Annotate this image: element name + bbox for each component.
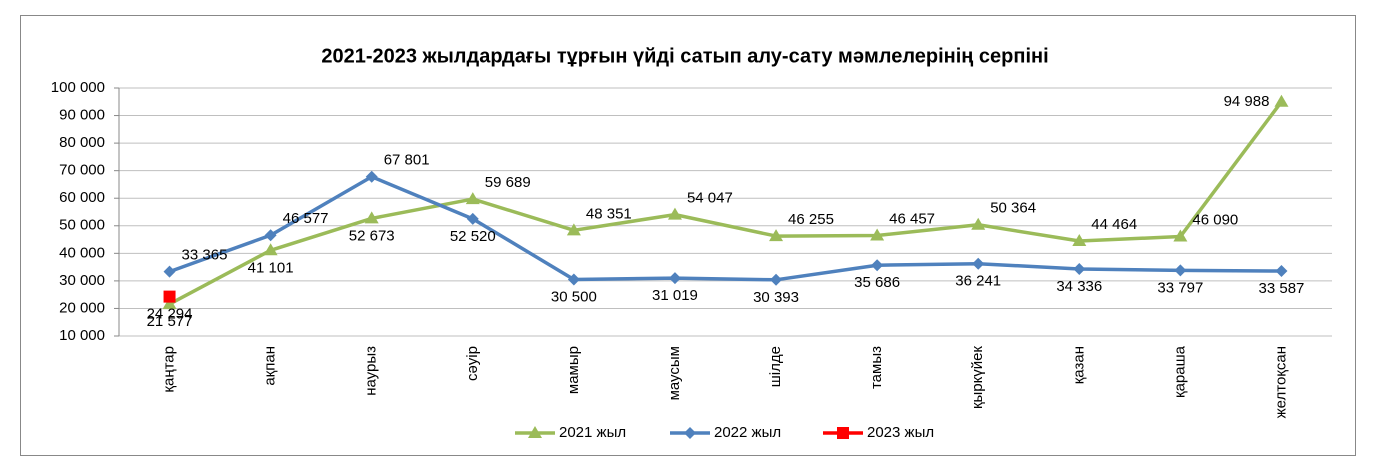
x-tick-label: маусым — [666, 346, 683, 400]
y-tick-label: 90 000 — [59, 107, 105, 124]
point-marker — [566, 223, 581, 236]
y-tick-label: 30 000 — [59, 272, 105, 289]
data-label: 48 351 — [586, 205, 632, 222]
data-label: 67 801 — [384, 152, 430, 169]
data-label: 31 019 — [652, 287, 698, 304]
data-label: 35 686 — [854, 274, 900, 291]
x-tick-label: қазан — [1070, 346, 1087, 384]
point-marker — [466, 212, 479, 225]
series-line — [168, 174, 1282, 282]
y-tick-label: 20 000 — [59, 299, 105, 316]
point-marker — [162, 297, 177, 310]
point-marker — [163, 265, 176, 278]
x-tick-label: ақпан — [262, 346, 279, 386]
y-tick-label: 10 000 — [59, 327, 105, 344]
data-label: 46 090 — [1192, 212, 1238, 229]
data-label: 24 294 — [147, 306, 193, 323]
legend-label: 2022 жыл — [714, 424, 781, 441]
series-line — [168, 100, 1283, 306]
point-marker — [770, 273, 783, 286]
data-label: 41 101 — [248, 259, 294, 276]
chart-title: 2021-2023 жылдардағы тұрғын үйді сатып а… — [321, 45, 1048, 67]
point-marker — [264, 229, 277, 242]
legend-marker — [684, 427, 696, 439]
point-marker — [1073, 262, 1086, 275]
x-tick-label: желтоқсан — [1272, 346, 1289, 418]
data-label: 46 577 — [283, 210, 329, 227]
data-label: 52 673 — [349, 227, 395, 244]
chart-border — [20, 15, 1356, 456]
point-marker — [667, 207, 682, 220]
x-tick-label: қыркүйек — [969, 346, 986, 409]
data-label: 36 241 — [955, 273, 1001, 290]
y-tick-label: 60 000 — [59, 189, 105, 206]
data-label: 46 457 — [889, 211, 935, 228]
point-marker — [1275, 265, 1288, 278]
data-label: 44 464 — [1091, 216, 1137, 233]
legend-marker — [837, 427, 849, 439]
y-tick-label: 80 000 — [59, 134, 105, 151]
x-tick-label: қаңтар — [161, 346, 178, 393]
legend-label: 2023 жыл — [867, 424, 934, 441]
data-label: 94 988 — [1224, 93, 1270, 110]
y-tick-label: 40 000 — [59, 244, 105, 261]
point-marker — [465, 192, 480, 205]
point-marker — [972, 257, 985, 270]
x-tick-label: шілде — [767, 346, 784, 387]
x-tick-label: наурыз — [363, 346, 380, 396]
point-marker — [163, 290, 176, 303]
point-marker — [263, 243, 278, 256]
point-marker — [668, 272, 681, 285]
y-tick-label: 100 000 — [51, 79, 105, 96]
legend-marker — [528, 426, 542, 438]
point-marker — [871, 259, 884, 272]
data-label: 21 577 — [147, 313, 193, 330]
point-marker — [364, 211, 379, 224]
point-marker — [567, 273, 580, 286]
x-tick-label: тамыз — [868, 346, 885, 389]
data-label: 30 393 — [753, 289, 799, 306]
point-marker — [365, 170, 378, 183]
data-label: 59 689 — [485, 174, 531, 191]
data-label: 34 336 — [1056, 278, 1102, 295]
x-tick-label: мамыр — [565, 346, 582, 394]
x-tick-label: сәуір — [464, 346, 481, 381]
data-label: 33 365 — [182, 247, 228, 264]
point-marker — [1173, 229, 1188, 242]
data-label: 30 500 — [551, 288, 597, 305]
point-marker — [870, 228, 885, 241]
data-label: 54 047 — [687, 190, 733, 207]
data-label: 46 255 — [788, 211, 834, 228]
x-tick-label: қараша — [1171, 345, 1188, 398]
point-marker — [1174, 264, 1187, 277]
y-tick-label: 50 000 — [59, 217, 105, 234]
point-marker — [1274, 94, 1289, 107]
point-marker — [971, 217, 986, 230]
point-marker — [769, 229, 784, 242]
data-label: 50 364 — [990, 200, 1036, 217]
point-marker — [1072, 234, 1087, 247]
legend-label: 2021 жыл — [559, 424, 626, 441]
data-label: 52 520 — [450, 228, 496, 245]
data-label: 33 797 — [1157, 279, 1203, 296]
y-tick-label: 70 000 — [59, 162, 105, 179]
data-label: 33 587 — [1259, 280, 1305, 297]
